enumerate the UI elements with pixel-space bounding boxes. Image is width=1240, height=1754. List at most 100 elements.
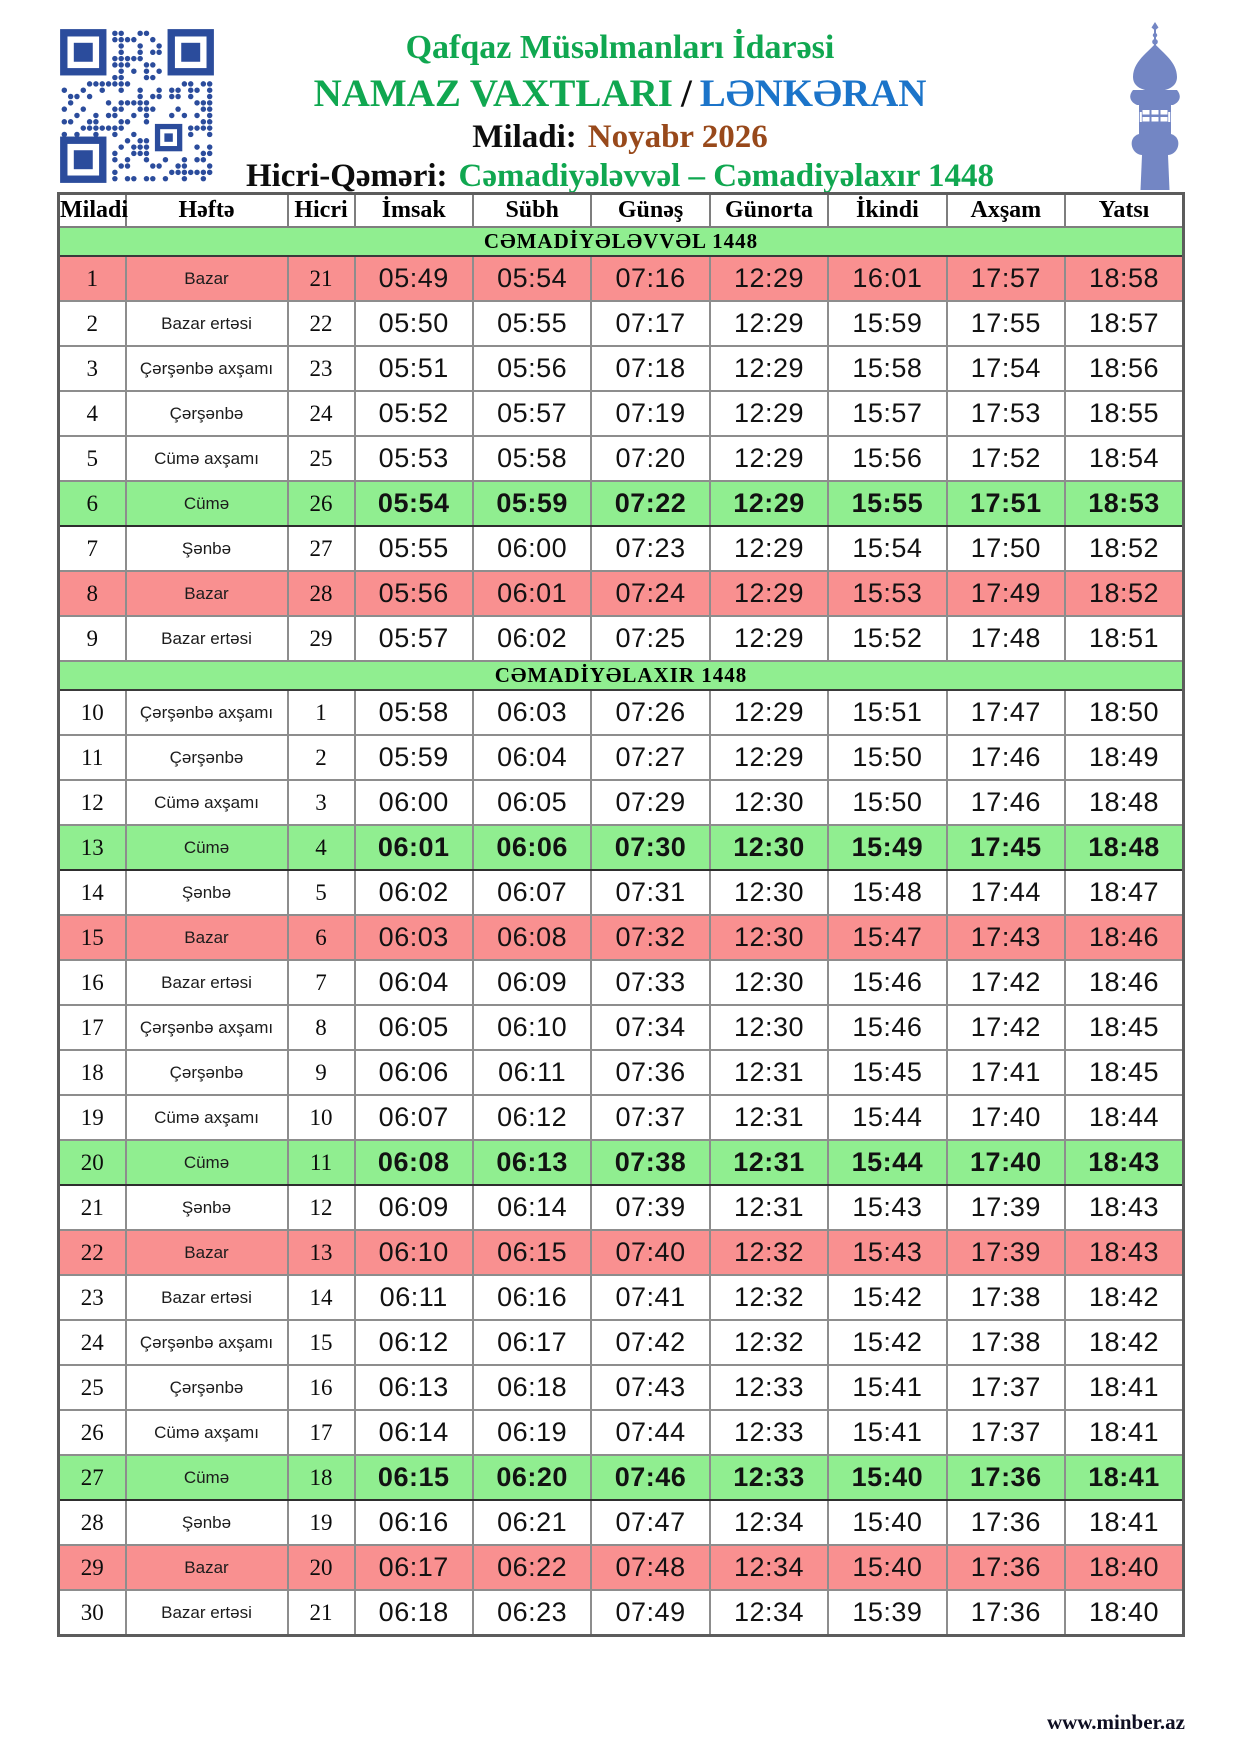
axsam-cell: 17:46 <box>945 734 1067 781</box>
yatsi-cell: 18:48 <box>1064 824 1185 871</box>
gunorta-cell: 12:29 <box>708 300 830 347</box>
table-row: 12 Cümə axşamı 3 06:00 06:05 07:29 12:30 15:50 1… <box>57 779 1185 826</box>
gunorta-cell: 12:31 <box>708 1049 830 1096</box>
qr-code-icon <box>60 29 214 183</box>
title-city: LƏNKƏRAN <box>699 71 927 115</box>
gunorta-cell: 12:32 <box>708 1274 830 1321</box>
miladi-cell: 30 <box>57 1589 127 1637</box>
axsam-cell: 17:37 <box>945 1364 1067 1411</box>
miladi-cell: 4 <box>57 390 127 437</box>
miladi-cell: 9 <box>57 615 127 662</box>
gunorta-cell: 12:31 <box>708 1094 830 1141</box>
yatsi-cell: 18:40 <box>1064 1589 1185 1637</box>
gunes-cell: 07:29 <box>590 779 711 826</box>
weekday-cell: Çərşənbə <box>124 734 289 781</box>
section-header-row: CƏMADİYƏLƏVVƏL 1448 <box>57 226 1185 257</box>
weekday-cell: Bazar <box>124 570 289 617</box>
miladi-value: Noyabr 2026 <box>587 118 768 155</box>
axsam-cell: 17:42 <box>945 959 1067 1006</box>
ikindi-cell: 15:40 <box>827 1544 948 1591</box>
subh-cell: 05:57 <box>471 390 593 437</box>
gunorta-cell: 12:29 <box>708 615 830 662</box>
imsak-cell: 06:08 <box>353 1139 474 1186</box>
imsak-cell: 06:02 <box>353 869 474 916</box>
table-row: 8 Bazar 28 05:56 06:01 07:24 12:29 15:53 17:49 18… <box>57 570 1185 617</box>
gunorta-cell: 12:29 <box>708 570 830 617</box>
subh-cell: 06:19 <box>471 1409 593 1456</box>
imsak-cell: 06:06 <box>353 1049 474 1096</box>
yatsi-cell: 18:50 <box>1064 689 1185 736</box>
hicri-cell: 5 <box>286 869 356 916</box>
axsam-cell: 17:53 <box>945 390 1067 437</box>
axsam-cell: 17:46 <box>945 779 1067 826</box>
section-header-row: CƏMADİYƏLAXIR 1448 <box>57 660 1185 691</box>
imsak-cell: 06:17 <box>353 1544 474 1591</box>
column-header-hefte: Həftə <box>124 192 289 228</box>
ikindi-cell: 15:40 <box>827 1499 948 1546</box>
gunes-cell: 07:19 <box>590 390 711 437</box>
axsam-cell: 17:36 <box>945 1499 1067 1546</box>
hicri-cell: 9 <box>286 1049 356 1096</box>
column-header-subh: Sübh <box>471 192 593 228</box>
axsam-cell: 17:50 <box>945 525 1067 572</box>
hicri-line: Hicri-Qəməri: Cəmadiyələvvəl – Cəmadiyəla… <box>120 159 1120 195</box>
yatsi-cell: 18:40 <box>1064 1544 1185 1591</box>
weekday-cell: Çərşənbə axşamı <box>124 1319 289 1366</box>
gunes-cell: 07:24 <box>590 570 711 617</box>
subh-cell: 06:05 <box>471 779 593 826</box>
ikindi-cell: 15:46 <box>827 959 948 1006</box>
axsam-cell: 17:57 <box>945 255 1067 302</box>
ikindi-cell: 15:49 <box>827 824 948 871</box>
miladi-cell: 18 <box>57 1049 127 1096</box>
column-header-imsak: İmsak <box>353 192 474 228</box>
hicri-cell: 21 <box>286 255 356 302</box>
weekday-cell: Şənbə <box>124 1184 289 1231</box>
column-header-gunorta: Günorta <box>708 192 830 228</box>
subh-cell: 06:04 <box>471 734 593 781</box>
weekday-cell: Çərşənbə <box>124 1364 289 1411</box>
gunes-cell: 07:31 <box>590 869 711 916</box>
imsak-cell: 05:57 <box>353 615 474 662</box>
subh-cell: 06:12 <box>471 1094 593 1141</box>
gunorta-cell: 12:30 <box>708 959 830 1006</box>
gunes-cell: 07:40 <box>590 1229 711 1276</box>
miladi-cell: 10 <box>57 689 127 736</box>
hicri-cell: 12 <box>286 1184 356 1231</box>
subh-cell: 06:10 <box>471 1004 593 1051</box>
gunorta-cell: 12:30 <box>708 914 830 961</box>
gunes-cell: 07:26 <box>590 689 711 736</box>
yatsi-cell: 18:45 <box>1064 1049 1185 1096</box>
weekday-cell: Şənbə <box>124 869 289 916</box>
imsak-cell: 05:54 <box>353 480 474 527</box>
ikindi-cell: 15:42 <box>827 1319 948 1366</box>
miladi-cell: 13 <box>57 824 127 871</box>
miladi-label: Miladi: <box>472 118 577 155</box>
subh-cell: 06:00 <box>471 525 593 572</box>
imsak-cell: 06:15 <box>353 1454 474 1501</box>
table-row: 6 Cümə 26 05:54 05:59 07:22 12:29 15:55 17:51 18:… <box>57 480 1185 527</box>
hicri-cell: 29 <box>286 615 356 662</box>
table-header-row: Miladi Həftə Hicri İmsak Sübh Günəş Günorta İki… <box>57 192 1185 228</box>
yatsi-cell: 18:42 <box>1064 1274 1185 1321</box>
weekday-cell: Çərşənbə axşamı <box>124 1004 289 1051</box>
subh-cell: 06:17 <box>471 1319 593 1366</box>
hicri-cell: 26 <box>286 480 356 527</box>
axsam-cell: 17:48 <box>945 615 1067 662</box>
imsak-cell: 06:00 <box>353 779 474 826</box>
subh-cell: 06:09 <box>471 959 593 1006</box>
gunes-cell: 07:37 <box>590 1094 711 1141</box>
miladi-cell: 2 <box>57 300 127 347</box>
hicri-cell: 14 <box>286 1274 356 1321</box>
table-row: 19 Cümə axşamı 10 06:07 06:12 07:37 12:31 15:44… <box>57 1094 1185 1141</box>
table-row: 3 Çərşənbə axşamı 23 05:51 05:56 07:18 12:29 15… <box>57 345 1185 392</box>
table-row: 1 Bazar 21 05:49 05:54 07:16 12:29 16:01 17:57 18… <box>57 255 1185 302</box>
gunes-cell: 07:47 <box>590 1499 711 1546</box>
imsak-cell: 05:51 <box>353 345 474 392</box>
table-row: 5 Cümə axşamı 25 05:53 05:58 07:20 12:29 15:56 1… <box>57 435 1185 482</box>
hicri-cell: 8 <box>286 1004 356 1051</box>
ikindi-cell: 15:43 <box>827 1184 948 1231</box>
ikindi-cell: 16:01 <box>827 255 948 302</box>
gunorta-cell: 12:29 <box>708 390 830 437</box>
gunes-cell: 07:34 <box>590 1004 711 1051</box>
gunorta-cell: 12:29 <box>708 435 830 482</box>
